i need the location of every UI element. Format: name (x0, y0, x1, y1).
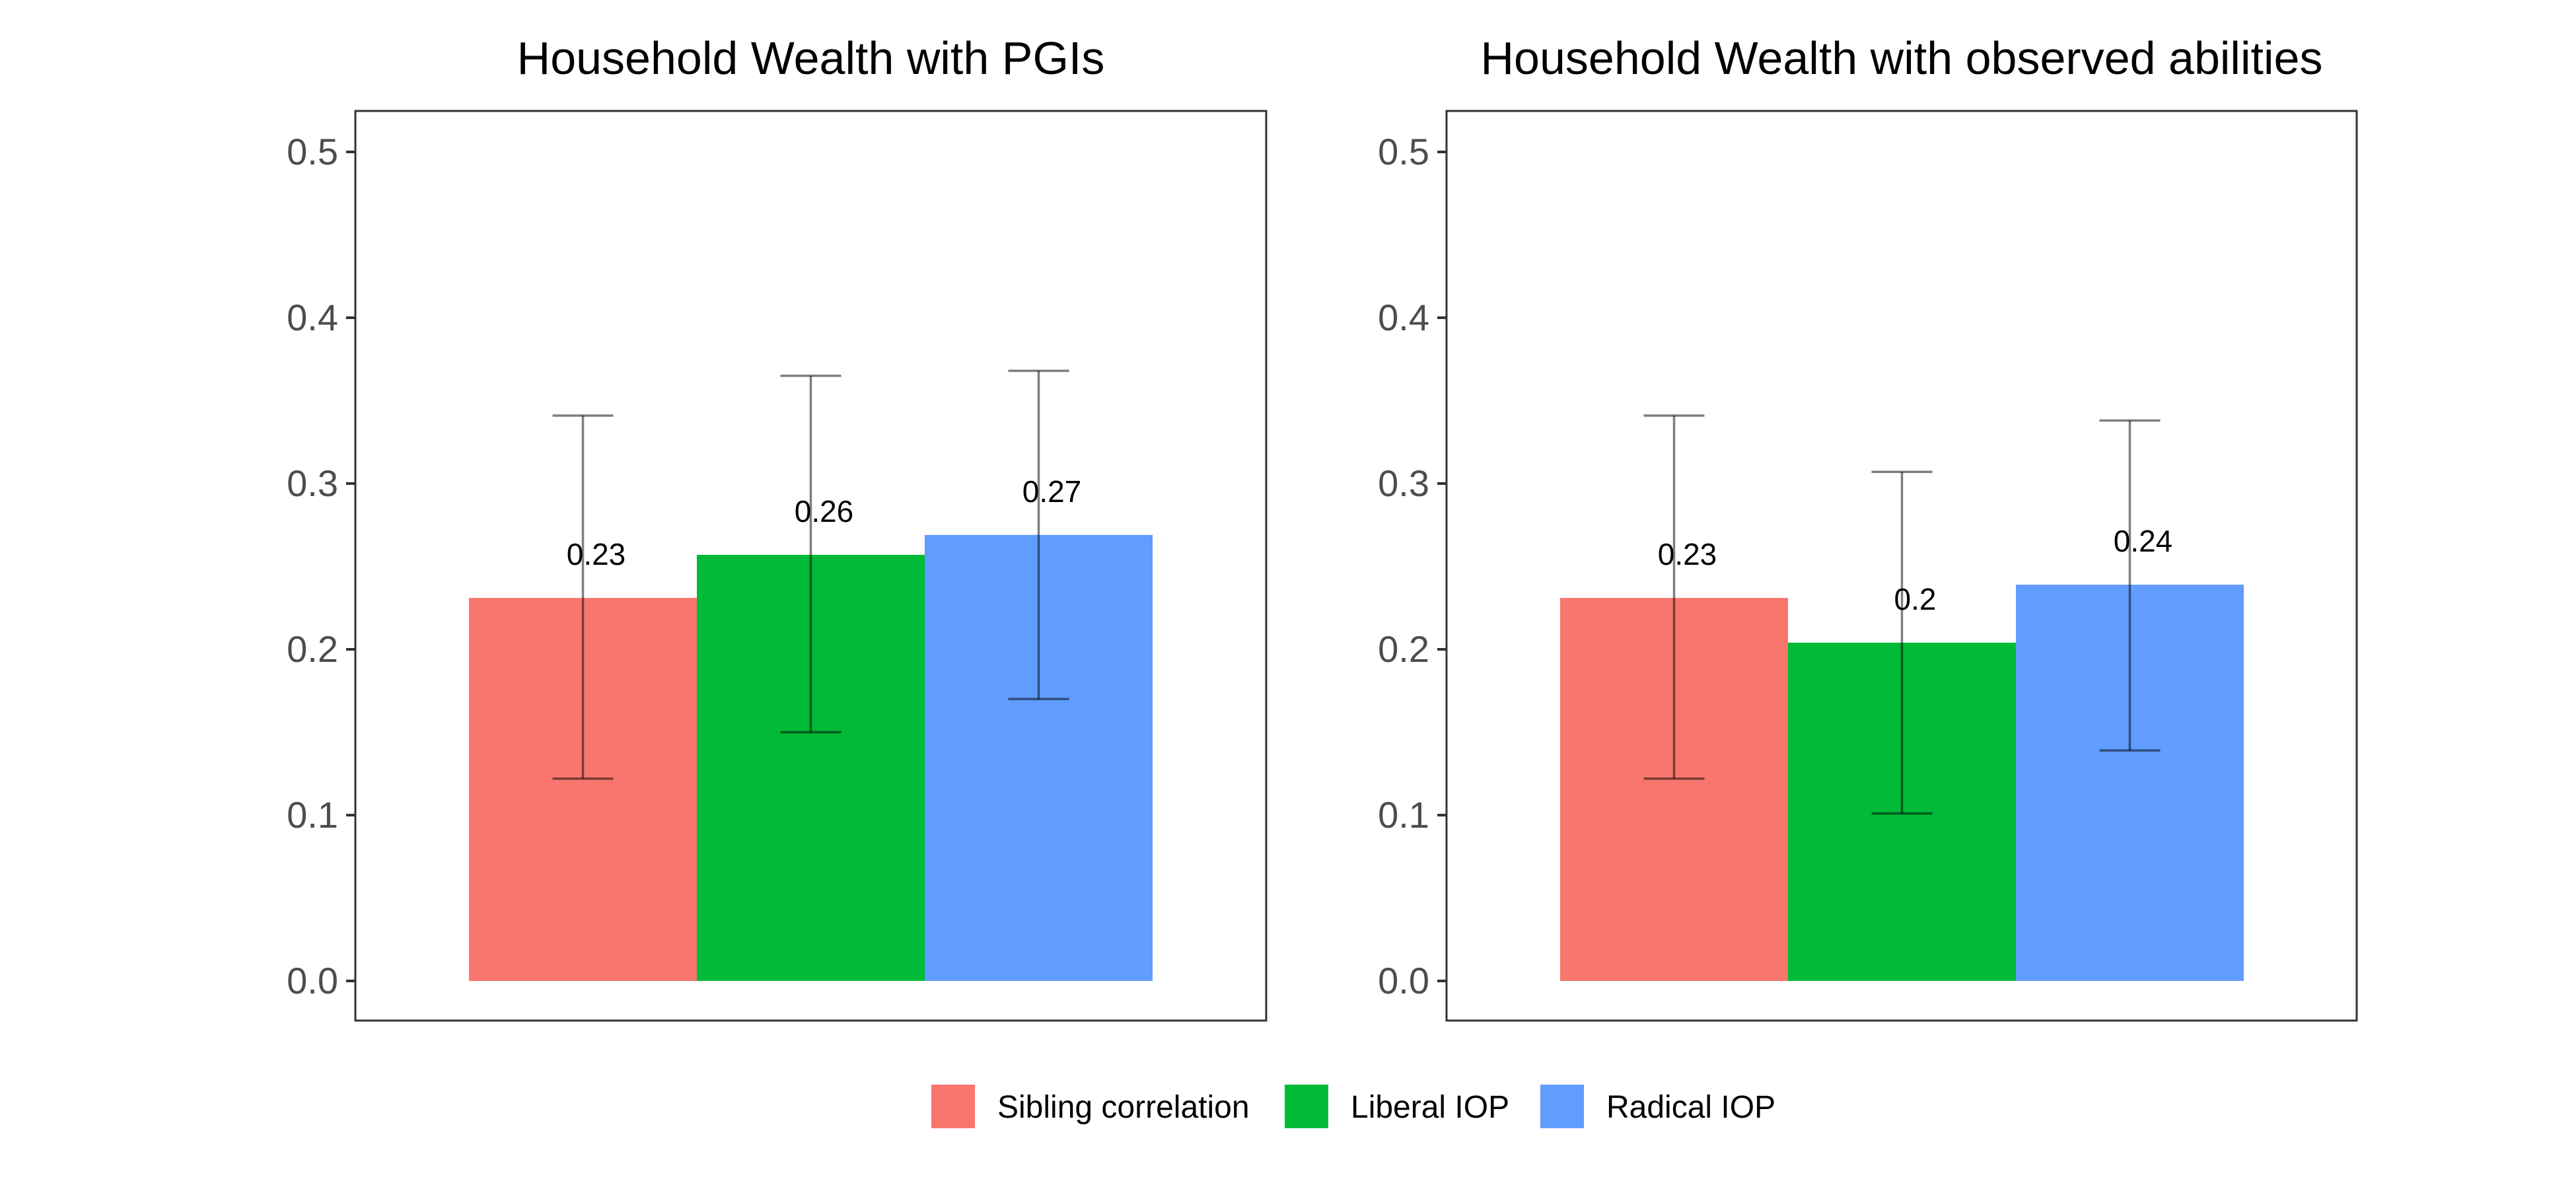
y-tick-label: 0.4 (1378, 297, 1429, 338)
error-bar (1008, 369, 1069, 701)
panel-border (1445, 110, 2358, 1022)
legend-swatch (1540, 1085, 1584, 1128)
legend-label: Radical IOP (1606, 1090, 1775, 1125)
chart-panel-2: Household Wealth with observed abilities… (1378, 32, 2358, 1022)
error-bar (2099, 419, 2161, 752)
legend-item: Liberal IOP (1285, 1085, 1509, 1128)
y-tick-label: 0.3 (287, 462, 338, 504)
data-label: 0.27 (1022, 474, 1082, 509)
legend-swatch (931, 1085, 975, 1128)
panel-title: Household Wealth with PGIs (517, 32, 1105, 84)
error-bar (1643, 414, 1705, 780)
error-bar (780, 375, 841, 734)
y-tick-label: 0.5 (1378, 131, 1429, 172)
error-bar (1871, 470, 1933, 815)
legend-label: Sibling correlation (997, 1090, 1250, 1125)
y-tick-label: 0.0 (287, 960, 338, 1001)
y-tick-label: 0.1 (287, 794, 338, 836)
error-bar (552, 414, 614, 780)
data-label: 0.2 (1894, 582, 1937, 616)
data-label: 0.23 (1658, 537, 1717, 571)
legend-item: Radical IOP (1540, 1085, 1775, 1128)
data-label: 0.24 (2114, 524, 2173, 558)
y-tick-label: 0.2 (287, 628, 338, 670)
legend: Sibling correlation Liberal IOP Radical IO… (931, 1085, 1775, 1128)
legend-item: Sibling correlation (931, 1085, 1250, 1128)
legend-label: Liberal IOP (1351, 1090, 1509, 1125)
chart-panel-1: Household Wealth with PGIs 0.23 0.26 0.27 0.… (287, 32, 1268, 1022)
data-label: 0.26 (795, 494, 854, 528)
legend-swatch (1285, 1085, 1328, 1128)
panel-title: Household Wealth with observed abilities (1481, 32, 2323, 84)
y-tick-label: 0.4 (287, 297, 338, 338)
panel-border (354, 110, 1268, 1022)
y-tick-label: 0.5 (287, 131, 338, 172)
y-tick-label: 0.1 (1378, 794, 1429, 836)
y-tick-label: 0.3 (1378, 462, 1429, 504)
y-tick-label: 0.2 (1378, 628, 1429, 670)
y-tick-label: 0.0 (1378, 960, 1429, 1001)
data-label: 0.23 (567, 537, 626, 571)
